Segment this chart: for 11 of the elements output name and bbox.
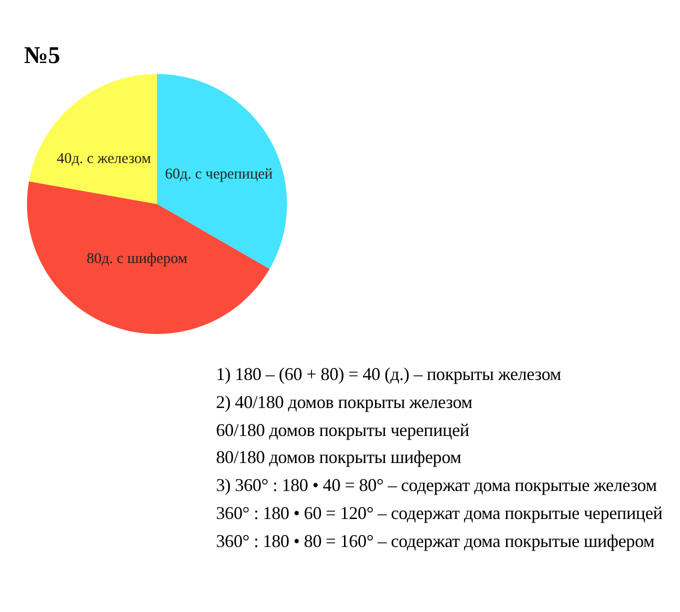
slice-label: 40д. с железом (56, 151, 152, 168)
text: 360° : 180 • 80 = 160° – содержат дома покрытые шифером (216, 530, 656, 553)
chart-title: №5 (24, 42, 60, 70)
slice-label: 80д. с шифером (86, 250, 188, 267)
text: 360° : 180 • 60 = 120° – содержат дома покрытые черепицей (216, 502, 662, 525)
slice-label: 60д. с черепицей (164, 166, 273, 183)
text: 1) 180 – (60 + 80) = 40 (д.) – покрыты железом (216, 363, 562, 386)
text: 80/180 домов покрыты шифером (216, 446, 462, 470)
text: 60/180 домов покрыты черепицей (216, 418, 470, 442)
text: 2) 40/180 домов покрыты железом (216, 390, 474, 414)
text: 3) 360° : 180 • 40 = 80° – содержат дома покрытые железом (216, 474, 658, 498)
